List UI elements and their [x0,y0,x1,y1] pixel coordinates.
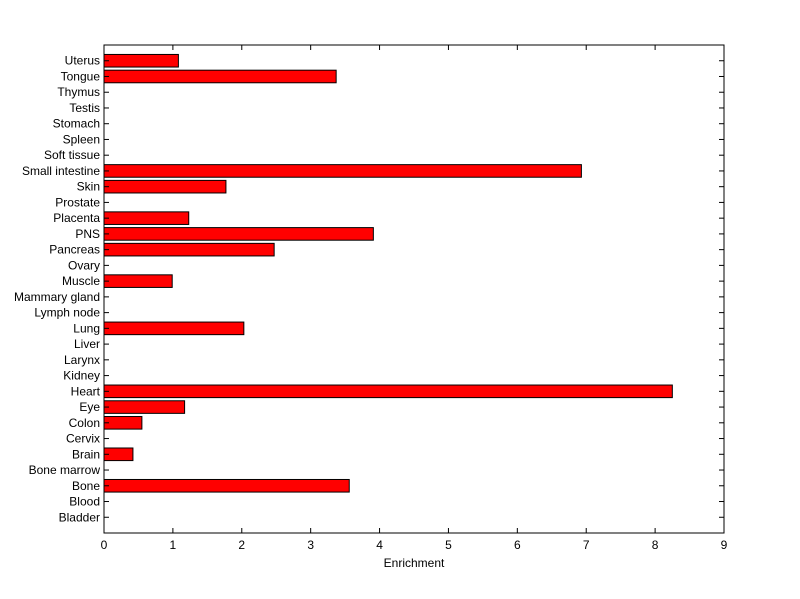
plot-frame [103,44,725,534]
bars-group [103,53,673,493]
category-label: Uterus [65,54,100,68]
category-label: Soft tissue [44,148,100,162]
x-tick-label: 5 [445,538,452,552]
category-label: Bone marrow [29,463,101,477]
category-label: Pancreas [49,243,100,257]
category-label: Liver [74,337,100,351]
bar-pns [103,227,374,241]
bar-muscle [103,274,173,288]
x-tick-label: 0 [101,538,108,552]
bar-lung [103,321,245,336]
category-label: Lung [73,321,100,335]
category-label: Muscle [62,274,100,288]
category-label: Heart [71,384,101,398]
category-label: Brain [72,447,100,461]
x-tick-label: 2 [238,538,245,552]
category-label: Cervix [66,432,100,446]
category-label: Stomach [53,117,100,131]
bar-small-intestine [103,164,582,178]
category-label: Mammary gland [14,290,100,304]
category-label: Small intestine [22,164,100,178]
category-label: Lymph node [34,306,100,320]
bar-tongue [103,69,337,84]
bar-placenta [103,211,190,225]
category-label: Blood [69,495,100,509]
bar-eye [103,400,186,414]
category-label: Ovary [68,258,100,272]
category-label: Eye [79,400,100,414]
ticks-group [103,45,725,533]
category-label: Tongue [61,69,101,83]
bar-uterus [103,53,179,68]
bar-bone [103,478,350,493]
category-label: Bladder [59,510,100,524]
bar-heart [103,384,673,399]
x-tick-label: 9 [721,538,728,552]
x-tick-label: 4 [376,538,383,552]
x-tick-label: 1 [170,538,177,552]
category-label: Skin [77,180,100,194]
category-label: Prostate [55,195,100,209]
bar-colon [103,416,143,430]
x-axis-label: Enrichment [384,556,445,570]
category-label: Kidney [63,369,100,383]
x-tick-label: 3 [307,538,314,552]
x-tick-label: 7 [583,538,590,552]
bar-skin [103,179,227,194]
category-label: Bone [72,479,100,493]
x-tick-label: 6 [514,538,521,552]
category-label: Colon [69,416,100,430]
x-tick-labels: 0 1 2 3 4 5 6 7 8 9 [101,538,728,552]
category-label: Spleen [63,132,100,146]
category-label: Placenta [53,211,100,225]
bar-pancreas [103,242,275,257]
category-label: Thymus [57,85,100,99]
category-label: Larynx [64,353,100,367]
x-tick-label: 8 [652,538,659,552]
category-label: Testis [69,101,100,115]
category-label: PNS [75,227,100,241]
